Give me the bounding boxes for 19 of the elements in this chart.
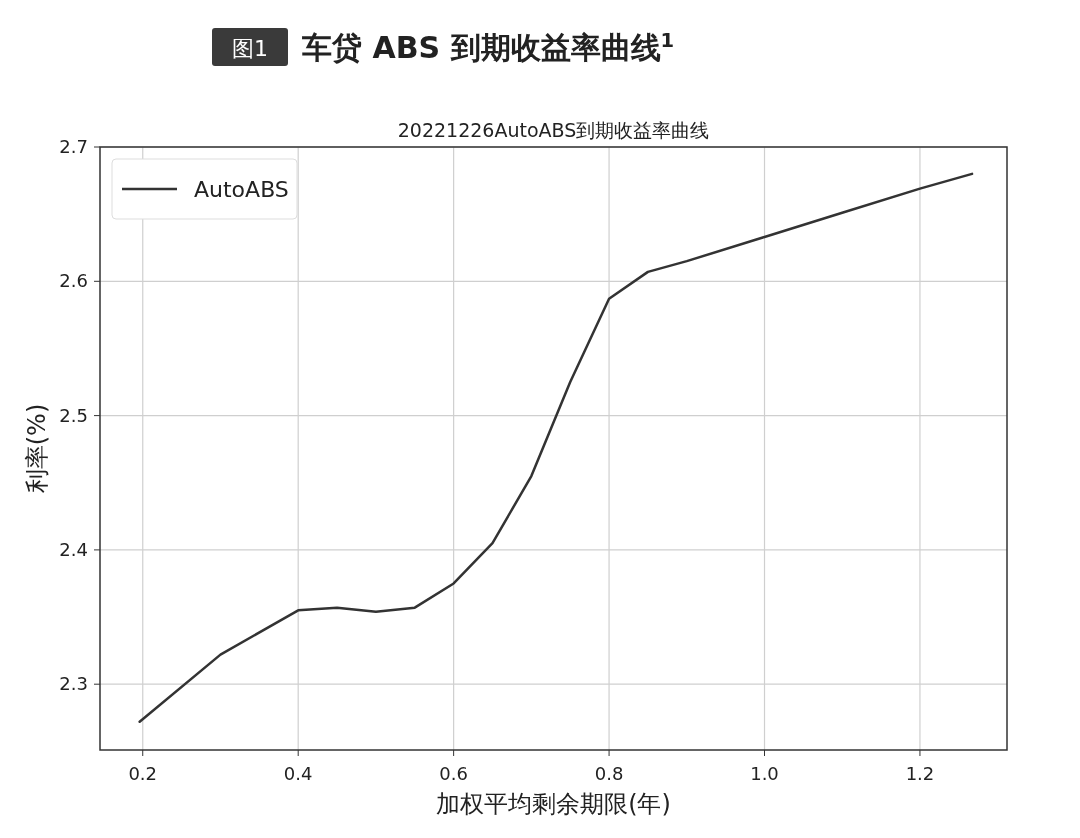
y-tick-label: 2.5: [59, 404, 88, 426]
chart-title: 车贷 ABS 到期收益率曲线$^{1}$: [301, 28, 675, 65]
chart-subtitle: 20221226AutoABS到期收益率曲线: [397, 119, 710, 141]
y-tick-label: 2.6: [59, 270, 88, 292]
x-tick-label: 1.2: [905, 763, 935, 784]
y-tick-label: 2.7: [59, 136, 88, 157]
x-tick-label: 0.4: [283, 763, 313, 784]
figure-label: 图1: [212, 28, 288, 66]
x-tick-label: 1.0: [750, 763, 779, 784]
x-tick-label: 0.2: [128, 763, 158, 784]
y-axis-title: 利率(%): [23, 403, 51, 494]
y-tick-label: 2.3: [59, 673, 88, 695]
x-tick-label: 0.8: [594, 763, 624, 784]
legend-label: AutoABS: [194, 177, 289, 202]
line-series: [138, 172, 974, 724]
x-tick-label: 0.6: [439, 763, 468, 784]
x-axis-title: 加权平均剩余期限(年): [436, 790, 671, 818]
y-tick-label: 2.4: [59, 538, 88, 560]
caption: 图1: [232, 36, 268, 61]
